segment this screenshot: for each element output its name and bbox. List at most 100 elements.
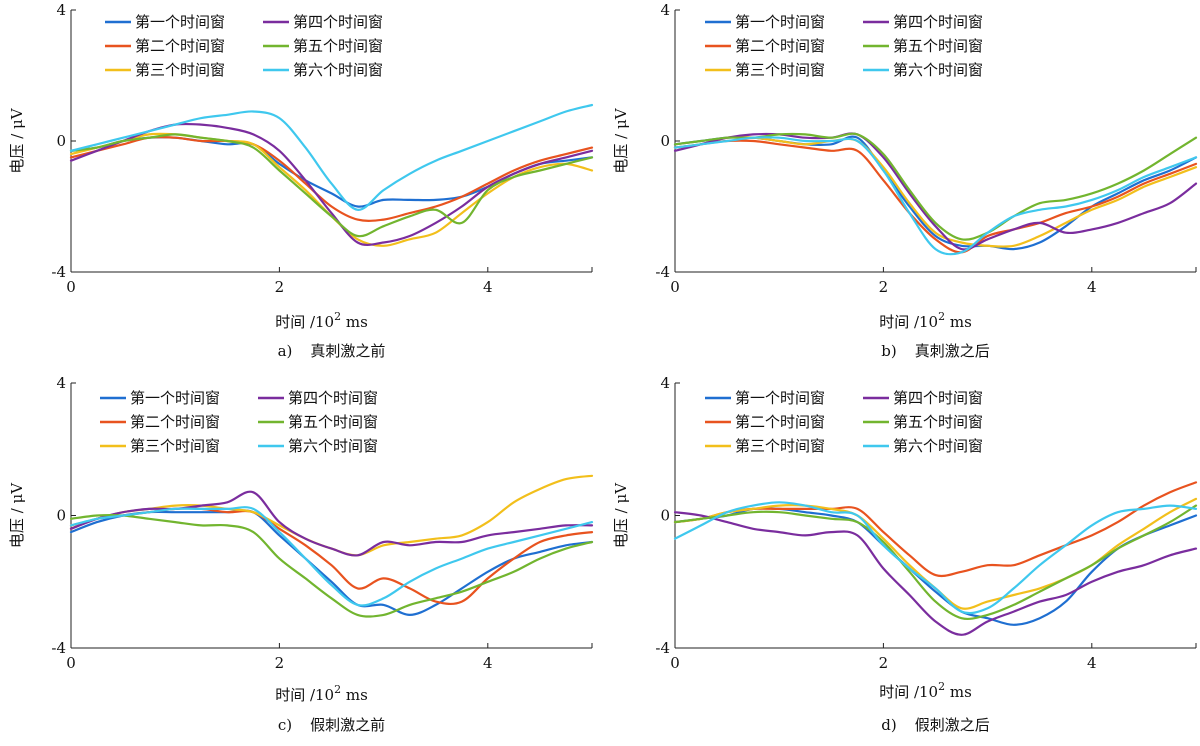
x-axis-label-unit: ms — [945, 683, 972, 701]
legend-label-4: 第四个时间窗 — [893, 13, 983, 31]
x-axis-label-main: 时间 /10 — [879, 683, 938, 701]
y-tick-label: 0 — [660, 507, 670, 525]
y-tick-label: 0 — [56, 507, 66, 525]
series-line-2 — [673, 139, 1198, 254]
series-line-6 — [69, 506, 594, 607]
caption-letter: c) — [278, 716, 292, 734]
legend-label-1: 第一个时间窗 — [130, 389, 220, 407]
y-axis-label: 电压 / μV — [8, 107, 26, 173]
x-axis-label-main: 时间 /10 — [879, 313, 938, 331]
legend-label-6: 第六个时间窗 — [293, 61, 383, 79]
series-line-3 — [69, 132, 594, 247]
legend-label-1: 第一个时间窗 — [135, 13, 225, 31]
x-axis-label-exponent: 2 — [334, 310, 341, 323]
series-line-1 — [673, 507, 1198, 626]
x-axis-label-exponent: 2 — [938, 680, 945, 693]
legend-label-2: 第二个时间窗 — [735, 413, 825, 431]
x-tick-label: 0 — [670, 654, 680, 672]
series-lines — [673, 481, 1198, 636]
series-line-5 — [69, 513, 594, 618]
legend-label-4: 第四个时间窗 — [293, 13, 383, 31]
legend-label-4: 第四个时间窗 — [893, 389, 983, 407]
x-axis-label-exponent: 2 — [334, 683, 341, 696]
y-axis-label: 电压 / μV — [8, 482, 26, 548]
legend-label-6: 第六个时间窗 — [893, 437, 983, 455]
legend-label-3: 第三个时间窗 — [135, 61, 225, 79]
legend-label-2: 第二个时间窗 — [735, 37, 825, 55]
x-tick-label: 2 — [275, 654, 285, 672]
y-tick-label: 4 — [56, 374, 66, 392]
series-line-5 — [69, 133, 594, 238]
series-line-2 — [69, 507, 594, 605]
x-axis-label-unit: ms — [945, 313, 972, 331]
legend-label-3: 第三个时间窗 — [735, 61, 825, 79]
y-tick-label: 0 — [660, 132, 670, 150]
y-tick-label: -4 — [51, 639, 66, 657]
y-tick-label: 4 — [660, 1, 670, 19]
legend-label-2: 第二个时间窗 — [135, 37, 225, 55]
series-line-6 — [673, 501, 1198, 615]
panel-caption: d) 假刺激之后 — [881, 716, 989, 734]
x-axis-label-unit: ms — [341, 313, 368, 331]
x-tick-label: 2 — [879, 278, 889, 296]
panel-caption: b) 真刺激之后 — [881, 342, 989, 360]
y-tick-label: -4 — [655, 639, 670, 657]
caption-text: 假刺激之后 — [915, 716, 990, 734]
legend-label-6: 第六个时间窗 — [288, 437, 378, 455]
x-axis-label-main: 时间 /10 — [275, 686, 334, 704]
y-tick-label: 0 — [56, 132, 66, 150]
x-axis-label: 时间 /102 ms — [879, 680, 972, 701]
caption-letter: b) — [881, 342, 896, 360]
series-line-3 — [69, 474, 594, 557]
x-axis-label-main: 时间 /10 — [275, 313, 334, 331]
series-line-6 — [673, 136, 1198, 256]
x-axis-label: 时间 /102 ms — [275, 310, 368, 331]
legend-label-5: 第五个时间窗 — [288, 413, 378, 431]
series-line-4 — [673, 511, 1198, 636]
series-line-6 — [69, 103, 594, 211]
series-line-4 — [69, 490, 594, 557]
x-tick-label: 0 — [66, 654, 76, 672]
series-line-5 — [673, 504, 1198, 621]
x-axis-label: 时间 /102 ms — [879, 310, 972, 331]
x-axis-label: 时间 /102 ms — [275, 683, 368, 704]
x-tick-label: 0 — [670, 278, 680, 296]
x-tick-label: 2 — [879, 654, 889, 672]
y-axis-label: 电压 / μV — [612, 482, 630, 548]
legend-label-3: 第三个时间窗 — [735, 437, 825, 455]
legend-label-5: 第五个时间窗 — [893, 413, 983, 431]
series-lines — [673, 132, 1198, 256]
series-lines — [69, 103, 594, 247]
x-tick-label: 4 — [483, 278, 493, 296]
caption-letter: d) — [881, 716, 896, 734]
x-axis-label-unit: ms — [341, 686, 368, 704]
caption-text: 真刺激之后 — [915, 342, 990, 360]
panel-caption: c) 假刺激之前 — [278, 716, 385, 734]
x-tick-label: 4 — [1087, 278, 1097, 296]
legend-label-1: 第一个时间窗 — [735, 13, 825, 31]
legend-label-6: 第六个时间窗 — [893, 61, 983, 79]
series-line-3 — [673, 135, 1198, 248]
panel-caption: a) 真刺激之前 — [278, 342, 386, 360]
series-lines — [69, 474, 594, 618]
legend-label-4: 第四个时间窗 — [288, 389, 378, 407]
caption-text: 假刺激之前 — [310, 716, 385, 734]
x-tick-label: 4 — [1087, 654, 1097, 672]
y-axis-label: 电压 / μV — [612, 107, 630, 173]
y-tick-label: 4 — [56, 1, 66, 19]
x-tick-label: 2 — [275, 278, 285, 296]
x-tick-label: 4 — [483, 654, 493, 672]
legend-label-5: 第五个时间窗 — [893, 37, 983, 55]
legend-label-1: 第一个时间窗 — [735, 389, 825, 407]
y-tick-label: -4 — [51, 263, 66, 281]
series-line-4 — [673, 132, 1198, 251]
series-line-2 — [69, 135, 594, 222]
